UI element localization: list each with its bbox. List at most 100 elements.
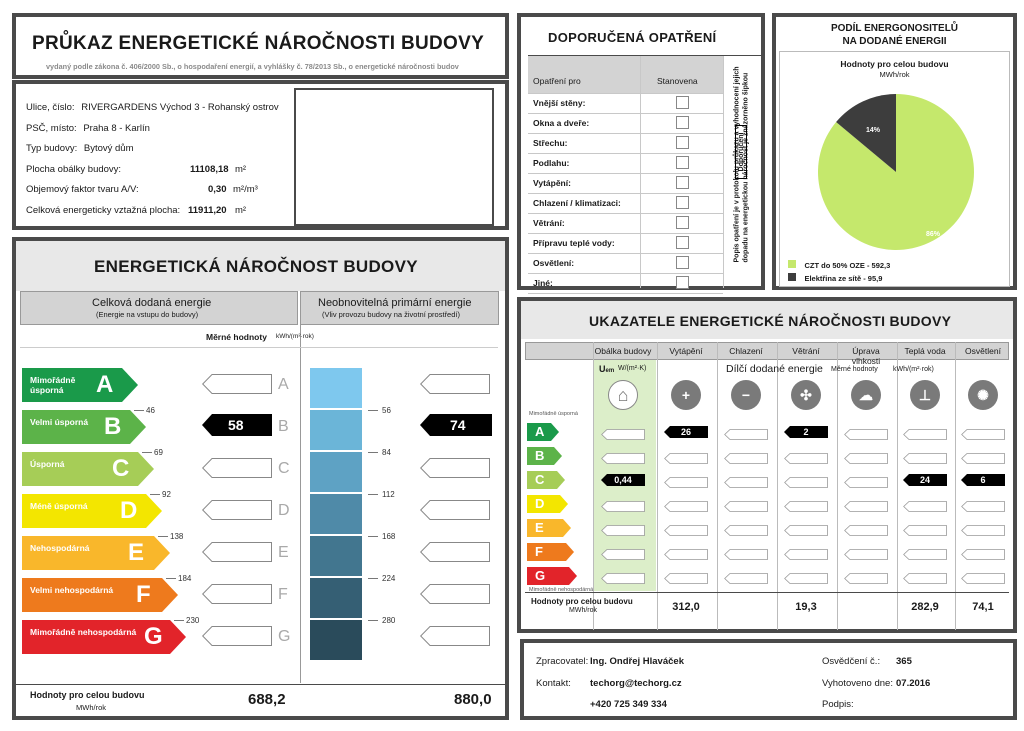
left-threshold: 230 [186,616,200,625]
indicator-empty-slot [844,571,888,584]
indicator-empty-slot [664,499,708,512]
indicator-empty-slot [664,571,708,584]
measure-checkbox[interactable] [676,116,689,129]
indicator-empty-slot [961,451,1005,464]
empty-class-slot [420,500,490,520]
indicator-value-arrow: 6 [961,474,1005,486]
class-arrow-f: Velmi nehospodárná F [22,578,178,612]
indicator-class-arrow-f: F [527,543,574,561]
indicators-panel: UKAZATELE ENERGETICKÉ NÁROČNOSTI BUDOVY … [517,297,1017,633]
measure-checkbox[interactable] [676,196,689,209]
indicator-empty-slot [601,499,645,512]
class-name: Úsporná [30,459,65,469]
type-value: Bytový dům [83,143,134,154]
measure-checkbox[interactable] [676,156,689,169]
uem-subscript: em [605,368,615,374]
legend-label: CZT do 50% OZE - 592,3 [804,261,891,270]
measure-checkbox[interactable] [676,236,689,249]
indicator-class-letter: E [535,520,544,535]
measure-checkbox[interactable] [676,136,689,149]
indicator-class-arrow-e: E [527,519,571,537]
class-name: Mimořádně úsporná [30,375,76,395]
class-letter: A [96,371,114,398]
delivered-energy-value: 58 [228,417,244,433]
pie-chart: 86% 14% [818,94,974,250]
class-name: Nehospodárná [30,543,90,553]
indicator-empty-slot [601,427,645,440]
indicator-column-header: Úprava vlhkosti [851,346,881,366]
total-primary-value: 880,0 [454,691,492,708]
indicator-empty-slot [903,523,947,536]
measure-checkbox[interactable] [676,276,689,289]
class-arrow-shape [22,620,186,654]
indicator-empty-slot [601,451,645,464]
legend-label: Elektřina ze sítě - 95,9 [804,274,883,283]
indicator-value: 6 [980,475,986,485]
indicator-empty-slot [961,427,1005,440]
indicator-class-arrow-d: D [527,495,568,513]
legend-swatch [788,260,796,268]
empty-class-slot [420,458,490,478]
indicator-empty-slot [844,451,888,464]
class-name: Méně úsporná [30,501,88,511]
type-row: Typ budovy: Bytový dům [26,143,134,154]
class-letter: E [128,539,145,566]
legend-swatch [788,273,796,281]
measure-checkbox[interactable] [676,96,689,109]
measure-label: Střechu: [533,138,568,148]
indicator-empty-slot [724,475,768,488]
page-title: PRŮKAZ ENERGETICKÉ NÁROČNOSTI BUDOVY [32,33,485,54]
class-grey-letter: F [278,586,288,603]
measure-checkbox[interactable] [676,176,689,189]
indicator-empty-slot [664,451,708,464]
empty-class-slot [202,458,272,478]
indicator-value-arrow: 2 [784,426,828,438]
indicator-empty-slot [844,547,888,560]
contact-panel: Zpracovatel: Ing. Ondřej Hlaváček Kontak… [520,639,1017,720]
indicator-empty-slot [903,499,947,512]
measure-checkbox[interactable] [676,216,689,229]
building-photo-frame [294,88,494,226]
contact-email[interactable]: techorg@techorg.cz [590,678,682,689]
right-threshold: 112 [382,490,395,499]
indicator-empty-slot [784,547,828,560]
indicator-empty-slot [601,547,645,560]
zip-row: PSČ, místo: Praha 8 - Karlín [26,123,150,134]
indicator-empty-slot [961,499,1005,512]
empty-class-slot [202,374,272,394]
left-column-header [20,291,298,325]
pie-chart-title: Hodnoty pro celou budovu [840,59,949,69]
class-grey-letter: D [278,502,290,519]
indicator-column-header: Chlazení [729,346,763,356]
indicator-empty-slot [844,427,888,440]
class-grey-letter: A [278,376,289,393]
indicator-empty-slot [724,571,768,584]
indicator-empty-slot [903,571,947,584]
specific-values-unit: kWh/(m²·rok) [276,333,314,340]
class-letter: B [104,413,122,440]
tap-icon: ⊥ [910,380,940,410]
class-name: Velmi nehospodárná [30,585,114,595]
indicator-column-header: Vytápění [669,346,703,356]
zip-value: Praha 8 - Karlín [83,123,150,134]
left-threshold: 92 [162,490,171,499]
primary-energy-value: 74 [450,417,466,433]
indicator-class-letter: C [535,472,545,487]
class-grey-letter: B [278,418,289,435]
empty-class-slot [420,542,490,562]
indicator-empty-slot [844,475,888,488]
measure-checkbox[interactable] [676,256,689,269]
class-grey-letter: G [278,628,291,645]
indicator-empty-slot [601,571,645,584]
class-name: Velmi úsporná [30,417,89,427]
indicator-class-letter: D [535,496,545,511]
shape-label: Objemový faktor tvaru A/V: [26,184,139,195]
legend-item: Elektřina ze sítě - 95,9 [788,268,890,283]
indicator-empty-slot [664,475,708,488]
primary-energy-block [310,494,362,534]
thermometer-cold-icon: − [731,380,761,410]
class-arrow-a: Mimořádně úsporná A [22,368,138,402]
street-label: Ulice, číslo: [26,102,75,113]
class-letter: C [112,455,130,482]
performance-title-bar [16,241,505,291]
